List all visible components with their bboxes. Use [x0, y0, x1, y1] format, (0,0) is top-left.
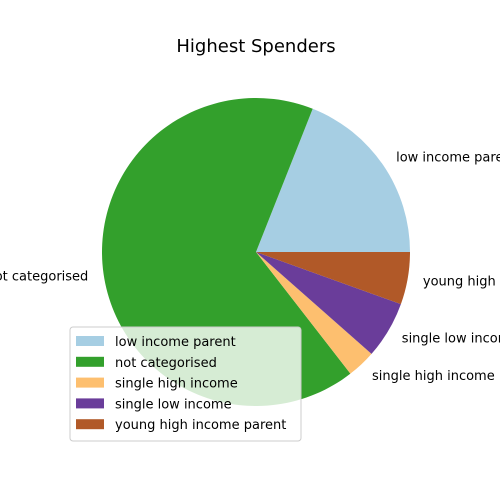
legend-swatch-not-categorised [76, 356, 104, 367]
slice-label-low-income-parent: low income parent [396, 150, 500, 165]
pie-slice-single-high-income [256, 252, 372, 374]
legend-swatch-low-income-parent [76, 336, 104, 346]
slice-label-not-categorised: not categorised [0, 269, 88, 284]
legend-label-single-low-income: single low income [115, 397, 232, 412]
legend-label-low-income-parent: low income parent [115, 335, 236, 350]
chart-title: Highest Spenders [176, 36, 335, 57]
slice-label-young-high-income-parent: young high income parent [423, 275, 500, 290]
legend-swatch-single-low-income [76, 398, 104, 409]
legend-label-single-high-income: single high income [115, 377, 238, 392]
legend-label-not-categorised: not categorised [115, 356, 217, 371]
slice-label-single-low-income: single low income [402, 332, 500, 347]
legend: low income parent not categorised single h… [69, 326, 302, 442]
legend-box [69, 326, 302, 442]
pie-slice-young-high-income-parent [256, 252, 410, 305]
legend-label-young-high-income-parent: young high income parent [115, 418, 286, 433]
pie-slice-single-low-income [256, 252, 401, 354]
legend-swatch-single-high-income [76, 377, 104, 388]
pie-slice-low-income-parent [256, 108, 410, 252]
slice-labels: low income parent not categorised single h… [0, 150, 500, 384]
legend-swatch-young-high-income-parent [76, 419, 104, 430]
slice-label-single-high-income: single high income [372, 369, 495, 384]
